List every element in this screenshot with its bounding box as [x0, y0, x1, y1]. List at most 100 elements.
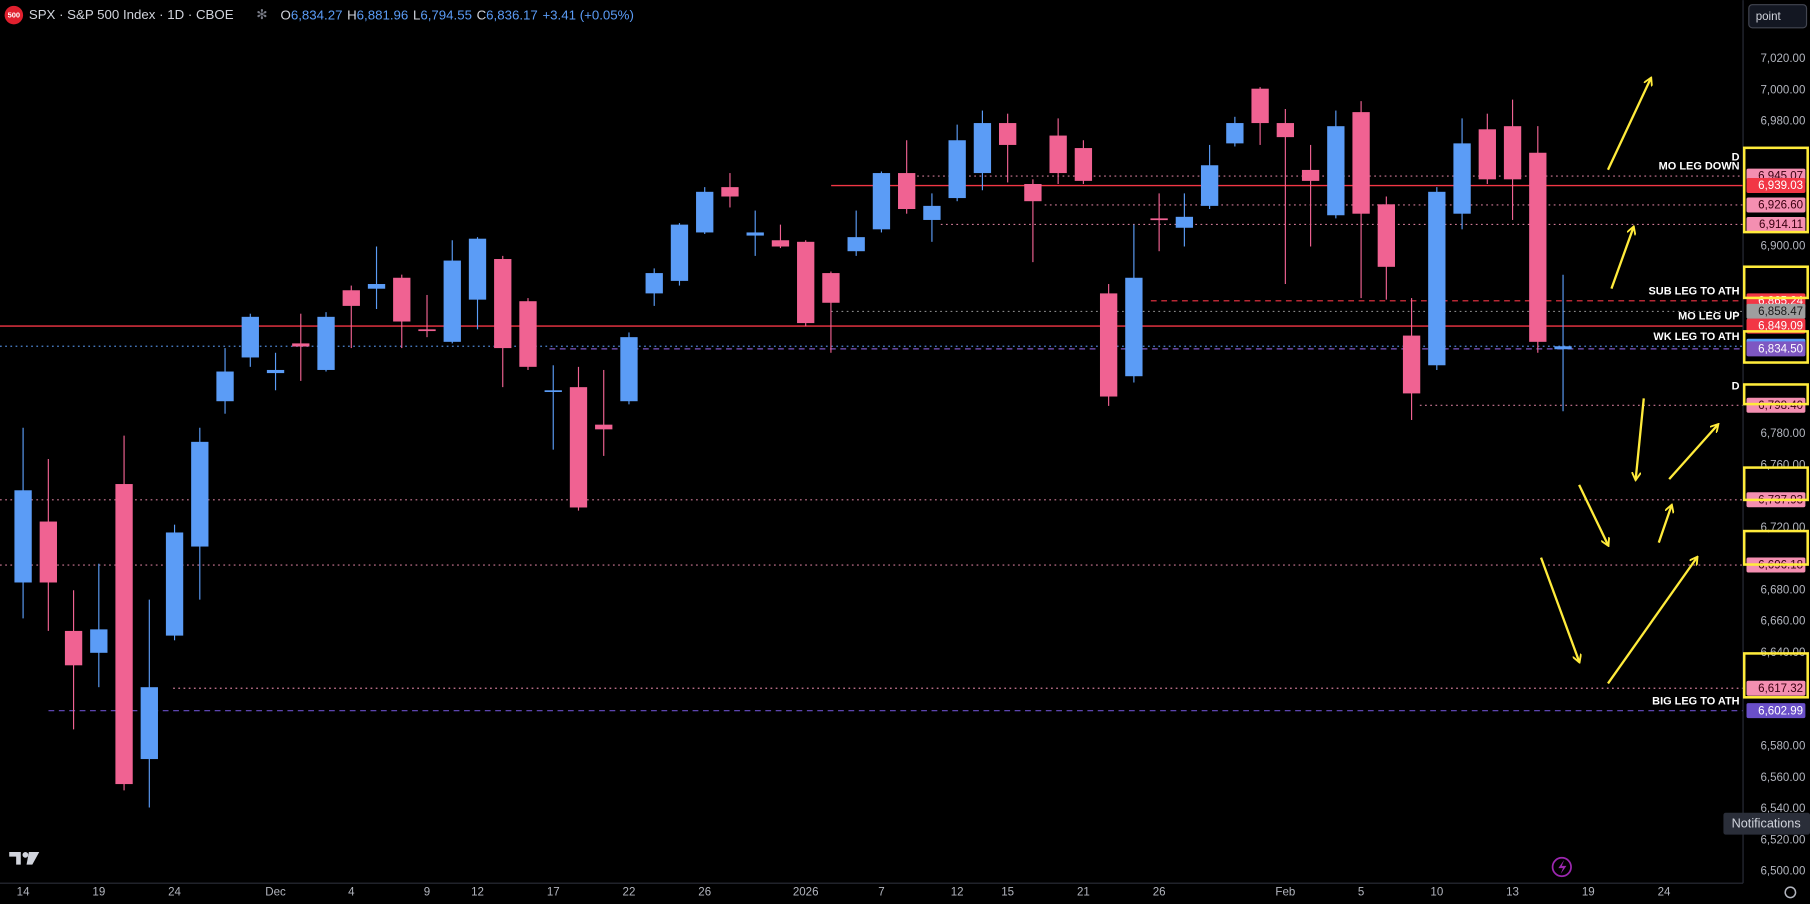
icon-bolt[interactable] [1558, 860, 1567, 874]
replay-icon[interactable] [1551, 856, 1572, 878]
candle-body [14, 490, 32, 583]
x-tick-label: 12 [471, 886, 484, 898]
ohlc-value: 6,794.55 [420, 7, 472, 22]
level-tag: D [1732, 152, 1740, 164]
price-label: 6,798.40 [1758, 400, 1803, 412]
level-name: MO LEG DOWN [1659, 161, 1740, 173]
arrow [1606, 79, 1651, 171]
candle-body [620, 337, 638, 402]
x-tick-label: Dec [265, 886, 286, 898]
candle-body [822, 273, 840, 303]
x-tick-label: 24 [1658, 886, 1671, 898]
highlight-boxes [1742, 146, 1809, 699]
highlight-box [1742, 652, 1809, 699]
highlight-box [1742, 146, 1809, 234]
x-tick-label: 5 [1358, 886, 1364, 898]
x-tick-label: 24 [168, 886, 181, 898]
x-tick-label: 2026 [793, 886, 819, 898]
x-tick-label: 19 [1582, 886, 1595, 898]
candle-body [948, 140, 966, 199]
candle-body [367, 284, 386, 289]
interval-box[interactable] [1748, 4, 1808, 29]
candle-body [1024, 184, 1042, 202]
candle-body [670, 224, 689, 281]
ohlc-value: 6,834.27 [291, 7, 343, 22]
price-label: 6,617.32 [1758, 683, 1803, 695]
candle-body [191, 441, 209, 547]
axis: 7,020.00 7,000.00 6,980.00 6,900.00 6,780.00… [17, 53, 1806, 898]
arrow [1668, 425, 1717, 480]
ohlc-value: 6,881.96 [357, 7, 409, 22]
symbol-title: SPX · S&P 500 Index · 1D · CBOE [29, 7, 234, 22]
price-label: 6,602.99 [1758, 705, 1803, 717]
candle-body [1478, 129, 1496, 180]
price-label: 6,926.60 [1758, 200, 1803, 212]
candle-body [973, 123, 992, 174]
price-label-bg [1746, 178, 1806, 194]
highlight-box [1742, 330, 1809, 364]
x-tick-label: 21 [1077, 886, 1090, 898]
candle-body [1402, 335, 1421, 394]
candle-body [115, 484, 133, 785]
highlight-box [1742, 529, 1809, 566]
y-tick-label: 6,500.00 [1760, 866, 1805, 878]
candle-body [266, 369, 285, 374]
candle-body [1200, 165, 1219, 206]
x-tick-label: 22 [623, 886, 636, 898]
x-tick-label: Feb [1275, 886, 1295, 898]
level-tag: D [1732, 381, 1740, 393]
price-label-bg [1746, 341, 1806, 357]
candle-body [165, 532, 184, 636]
candle-body [1049, 135, 1067, 174]
x-tick-label: 13 [1506, 886, 1519, 898]
price-label: 6,939.03 [1758, 180, 1803, 192]
y-tick-label: 6,560.00 [1760, 772, 1805, 784]
candle-body [443, 260, 461, 342]
x-tick-label: 26 [698, 886, 711, 898]
candle-body [998, 123, 1017, 145]
candle-body [64, 630, 83, 666]
candle-body [1453, 143, 1471, 214]
tooltip [1723, 812, 1810, 835]
price-label: 6,858.47 [1758, 306, 1803, 318]
ohlc-value: 6,836.17 [486, 7, 538, 22]
y-tick-label: 7,020.00 [1760, 53, 1805, 65]
y-tick-label: 7,000.00 [1760, 84, 1805, 96]
price-label-bg [1746, 703, 1806, 719]
candle-body [494, 259, 512, 349]
y-tick-label: 6,980.00 [1760, 116, 1805, 128]
price-label-bg [1746, 216, 1806, 232]
candle-body [317, 316, 335, 370]
price-label-bg [1746, 197, 1806, 213]
candle-body [1503, 126, 1522, 180]
symbol-badge [4, 5, 24, 25]
ohlc-key: C [477, 7, 487, 22]
x-tick-label: 19 [92, 886, 105, 898]
candle-body [1327, 126, 1345, 216]
candle-body [1226, 123, 1244, 144]
interval-box-text[interactable]: point [1756, 11, 1782, 23]
x-tick-label: 14 [17, 886, 30, 898]
candle-body [898, 173, 916, 210]
ohlc-key: H [347, 7, 357, 22]
candle-body [1074, 148, 1093, 181]
candle-body [1301, 169, 1320, 181]
header: 500 SPX · S&P 500 Index · 1D · CBOE ✻ O6… [4, 5, 634, 25]
icon-ring[interactable] [1551, 856, 1572, 878]
arrow [1607, 558, 1697, 685]
candle-body [1554, 346, 1572, 350]
symbol-badge-text: 500 [8, 11, 21, 20]
candle-body [1377, 204, 1395, 267]
candle-body [569, 387, 588, 508]
candle-body [393, 277, 411, 322]
price-label: 6,849.09 [1758, 321, 1803, 333]
arrow [1657, 506, 1672, 543]
settings-icon[interactable] [1784, 886, 1797, 899]
x-tick-label: 4 [348, 886, 355, 898]
x-tick-label: 10 [1430, 886, 1443, 898]
ohlc-legend: O6,834.27 H6,881.96 L6,794.55 C6,836.17 +3.4… [281, 7, 634, 22]
candle-body [771, 240, 790, 247]
candles [14, 87, 1572, 808]
